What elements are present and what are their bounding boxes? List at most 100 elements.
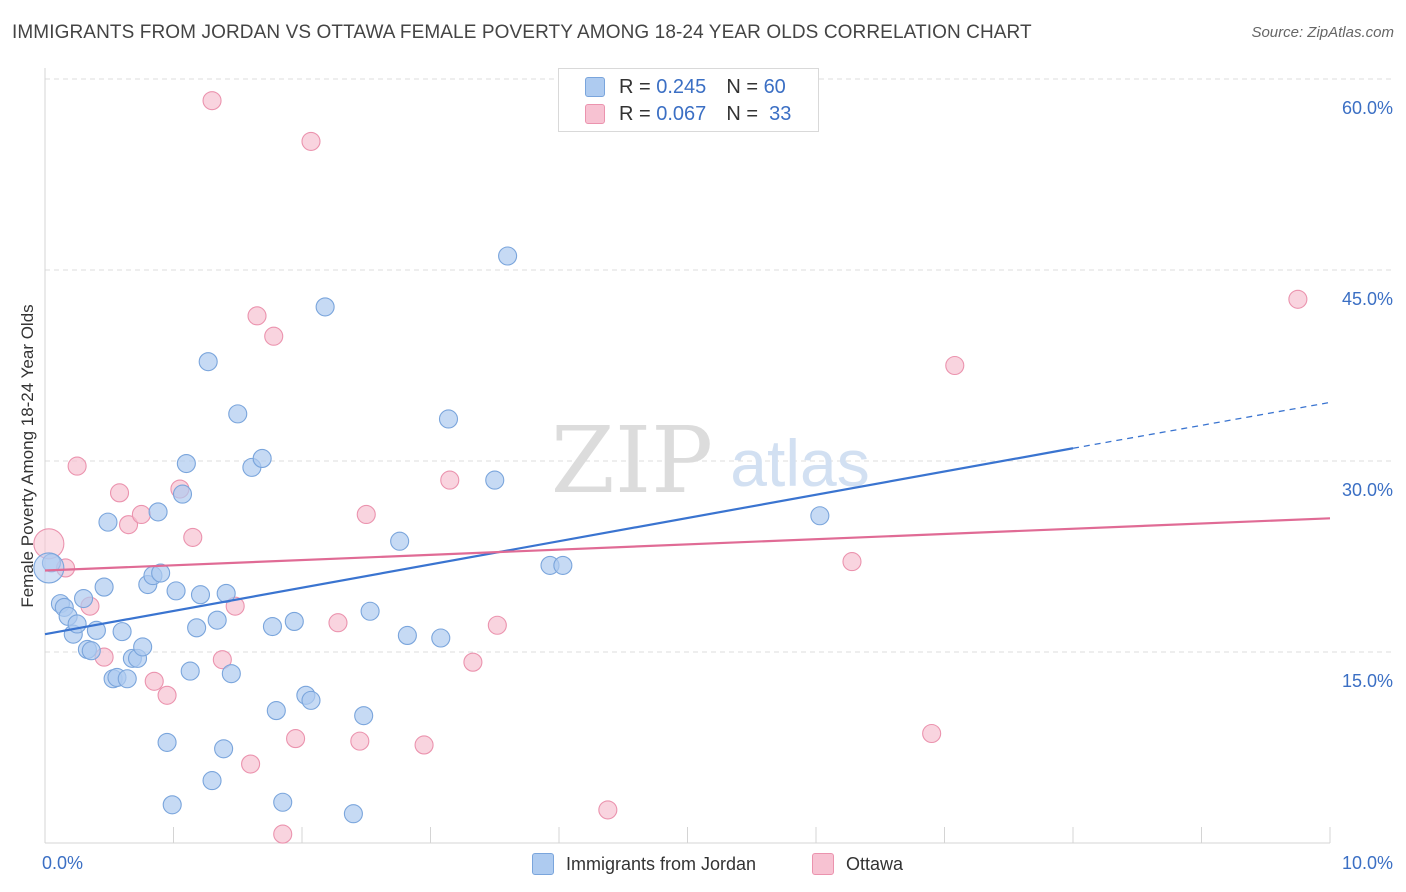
point-jordan [133,637,153,657]
point-jordan [273,792,293,812]
point-ottawa [350,731,370,751]
y-axis-label: Female Poverty Among 18-24 Year Olds [18,304,37,608]
point-ottawa [264,326,284,346]
point-jordan [390,531,410,551]
point-ottawa [922,723,942,744]
legend-swatch-jordan [585,77,605,97]
point-ottawa [118,515,139,535]
source-credit: Source: ZipAtlas.com [1251,24,1394,41]
point-ottawa [440,470,460,490]
point-jordan [284,611,304,631]
point-jordan [81,641,101,661]
point-ottawa [131,504,151,525]
point-ottawa [945,355,965,376]
watermark: ZIP atlas [551,407,870,514]
trendline-jordan [44,447,1074,636]
point-jordan [94,577,114,597]
trendline-jordan-extension [1072,401,1331,449]
point-ottawa [247,306,267,326]
point-jordan [262,616,282,637]
point-jordan [498,246,518,266]
point-jordan [98,512,118,532]
point-jordan [360,601,380,621]
point-jordan [166,581,186,601]
point-jordan [553,555,573,575]
point-jordan [354,706,374,726]
point-jordan [162,795,182,815]
point-jordan [172,484,193,504]
point-ottawa [144,671,164,691]
y-tick-label: 45.0% [1342,289,1393,309]
point-ottawa [202,91,222,111]
point-jordan [157,732,177,752]
legend-row-ottawa: R = 0.067 N = 33 [585,101,791,127]
bottom-swatch-ottawa [812,853,834,875]
correlation-legend: R = 0.245 N = 60 R = 0.067 N = 33 [558,68,819,132]
point-jordan [397,625,417,645]
legend-n-value: 33 [769,102,792,125]
point-jordan [117,669,137,689]
point-jordan [343,804,363,824]
point-ottawa [598,800,618,820]
legend-n-value: 60 [763,75,786,98]
point-jordan [301,690,321,710]
point-ottawa [109,483,130,503]
point-jordan [176,453,196,474]
point-jordan [438,409,459,429]
y-tick-label: 30.0% [1342,480,1393,500]
legend-n-label: N = [726,102,758,125]
tick-label-layer: 15.0% 30.0% 45.0% 60.0% 0.0% 10.0% [42,98,1393,873]
point-jordan [148,502,168,522]
point-ottawa [328,613,348,633]
legend-swatch-ottawa [585,104,605,124]
point-jordan [810,506,830,526]
point-jordan [315,297,335,317]
point-jordan [202,771,222,791]
trend-layer [44,401,1331,636]
bottom-legend-ottawa: Ottawa [812,852,903,876]
x-tick-label: 0.0% [42,853,83,873]
point-ottawa [157,685,177,705]
legend-n-label: N = [726,75,758,98]
point-jordan [74,588,94,609]
y-tick-label: 15.0% [1342,671,1393,691]
point-ottawa [1288,289,1308,309]
point-jordan [221,664,241,684]
watermark-zip: ZIP [551,407,713,514]
point-ottawa [356,504,376,525]
watermark-atlas: atlas [730,426,869,500]
legend-r-value: 0.245 [656,75,707,98]
point-jordan [33,552,65,584]
trendline-ottawa [44,517,1331,572]
point-jordan [198,352,218,372]
point-ottawa [273,824,293,844]
point-ottawa [463,652,483,672]
point-jordan [187,618,207,638]
points-layer [33,91,1308,844]
chart-title: IMMIGRANTS FROM JORDAN VS OTTAWA FEMALE … [12,22,1032,43]
point-jordan [151,563,171,583]
axis-layer [44,68,1331,844]
point-jordan [207,610,227,630]
x-tick-label: 10.0% [1342,853,1393,873]
legend-r-value: 0.067 [656,102,707,125]
point-ottawa [67,456,87,476]
y-tick-label: 60.0% [1342,98,1393,118]
point-jordan [180,661,200,681]
point-jordan [431,628,451,648]
legend-r-label: R = [619,102,651,125]
point-jordan [112,622,132,642]
point-ottawa [842,552,862,572]
point-ottawa [286,729,306,749]
point-ottawa [414,735,434,755]
point-jordan [228,404,248,424]
bottom-legend-jordan: Immigrants from Jordan [532,852,756,876]
point-jordan [266,701,286,721]
point-ottawa [487,615,507,635]
point-ottawa [212,650,232,670]
bottom-legend-label: Ottawa [846,853,904,874]
point-jordan [485,470,505,490]
bottom-legend-label: Immigrants from Jordan [566,853,757,874]
point-jordan [252,448,272,469]
